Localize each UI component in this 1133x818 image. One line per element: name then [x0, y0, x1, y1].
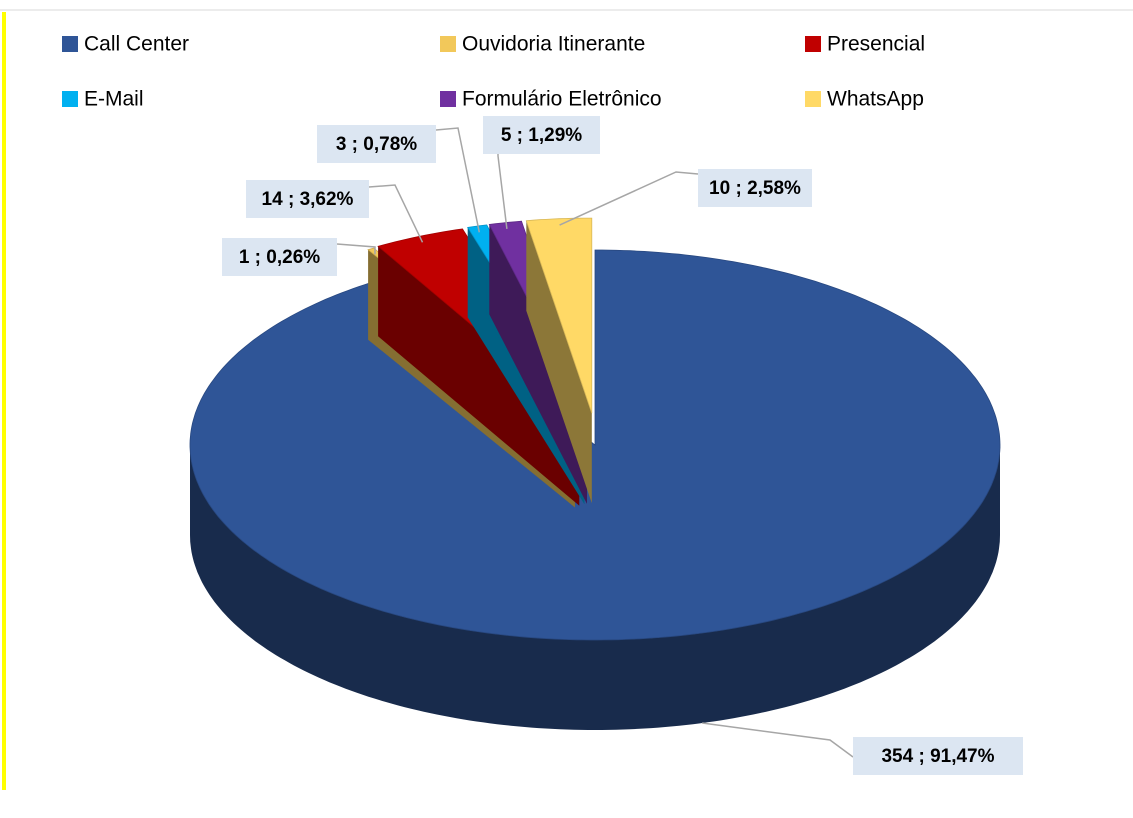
slice-wall: [526, 220, 592, 504]
label-box: [317, 125, 436, 163]
legend-swatch: [440, 91, 456, 107]
data-label: 14 ; 3,62%: [262, 189, 354, 210]
data-label: 5 ; 1,29%: [501, 125, 582, 146]
leader-line: [702, 722, 854, 758]
label-box: [246, 180, 369, 218]
slice-wall: [489, 224, 587, 504]
legend-label: Presencial: [827, 33, 925, 56]
label-box: [698, 169, 812, 207]
label-box: [853, 737, 1023, 775]
label-box: [483, 116, 600, 154]
legend-swatch: [805, 91, 821, 107]
legend-swatch: [62, 36, 78, 52]
slice: [189, 249, 1001, 730]
leader-line: [559, 171, 699, 226]
legend-swatch: [62, 91, 78, 107]
leader-line: [435, 127, 481, 233]
data-label: 3 ; 0,78%: [336, 134, 417, 155]
slice-top: [525, 217, 593, 414]
leader-line: [497, 154, 508, 229]
leader-line: [368, 184, 424, 243]
legend-label: Ouvidoria Itinerante: [462, 33, 645, 56]
label-box: [222, 238, 337, 276]
slice-wall: [378, 246, 580, 506]
slice: [525, 217, 593, 504]
legend-swatch: [805, 36, 821, 52]
data-label: 354 ; 91,47%: [881, 746, 994, 767]
data-label: 10 ; 2,58%: [709, 178, 801, 199]
data-label: 1 ; 0,26%: [239, 247, 320, 268]
legend-label: Formulário Eletrônico: [462, 88, 662, 111]
slice-side: [190, 445, 1000, 730]
legend-label: WhatsApp: [827, 88, 924, 111]
legend-swatch: [440, 36, 456, 52]
legend-label: Call Center: [84, 33, 189, 56]
slice-top: [189, 249, 1001, 641]
legend-label: E-Mail: [84, 88, 144, 111]
leader-line: [336, 243, 376, 255]
